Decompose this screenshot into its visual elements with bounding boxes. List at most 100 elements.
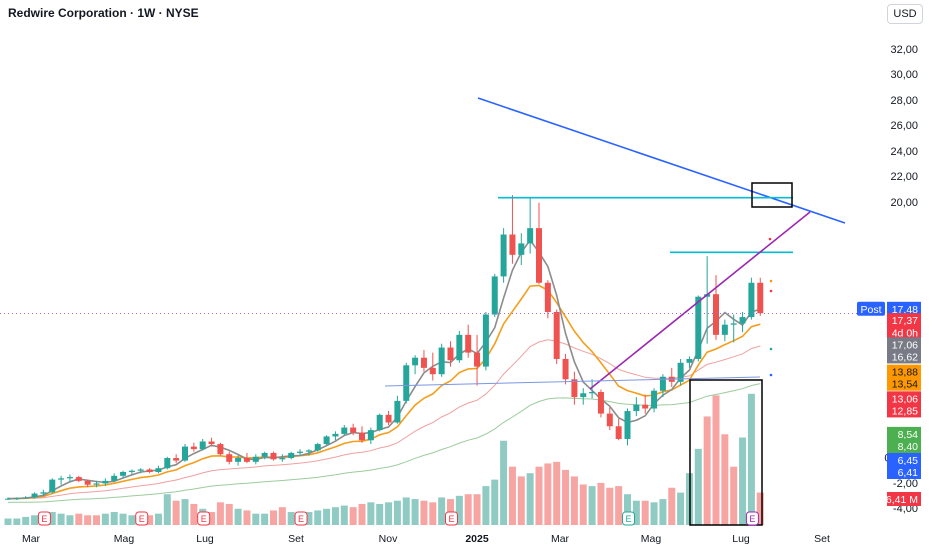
candle-body	[651, 390, 658, 409]
price-scale-label	[887, 349, 921, 364]
volume-bar	[517, 476, 525, 525]
candle-body	[182, 446, 188, 461]
candle-body	[571, 379, 578, 398]
price-scale-label	[887, 301, 921, 316]
price-tick-label: 20,00	[890, 197, 918, 209]
volume-bar	[420, 500, 428, 525]
volume-bar	[146, 515, 154, 525]
price-tick-label: 24,00	[890, 146, 918, 158]
volume-bar	[721, 434, 729, 525]
price-scale-label-text: 17,37	[892, 315, 918, 327]
volume-bar	[22, 516, 30, 525]
candle-body	[66, 477, 73, 479]
candle-body	[208, 441, 215, 445]
earnings-marker	[197, 511, 211, 526]
volume-bar	[119, 513, 127, 525]
candle-body	[536, 228, 542, 283]
volume-bar	[597, 482, 605, 525]
volume-bar	[358, 503, 366, 525]
candle-body	[261, 452, 268, 457]
volume-bar	[278, 507, 286, 525]
candle-body	[615, 426, 622, 439]
price-tick-label: 30,00	[890, 69, 918, 81]
candle-body	[730, 323, 737, 325]
candle-body	[748, 282, 755, 318]
price-scale-label	[887, 391, 921, 406]
candle-body	[13, 498, 20, 500]
volume-bar	[703, 416, 711, 525]
ma-end-dot	[769, 347, 773, 351]
candle-body	[235, 458, 242, 462]
candle-body	[305, 450, 312, 452]
candle-body	[544, 282, 551, 312]
volume-bar	[438, 497, 446, 525]
price-scale-label-text: 13,88	[892, 367, 918, 379]
candle-body	[270, 452, 277, 460]
ma-line-orange	[7, 284, 761, 500]
price-scale-label-text: 8,54	[898, 429, 919, 441]
candle-body	[84, 480, 91, 485]
volume-bar	[314, 510, 322, 525]
candle-body	[456, 334, 463, 361]
volume-bar	[261, 513, 269, 525]
price-scale-label	[887, 337, 921, 352]
earnings-marker-label: E	[625, 514, 631, 524]
candle-body	[367, 430, 374, 441]
earnings-marker	[294, 511, 308, 526]
candle-body	[40, 492, 47, 494]
currency-button[interactable]: USD	[887, 4, 923, 24]
earnings-marker-label: E	[749, 514, 755, 524]
earnings-marker	[135, 511, 149, 526]
volume-bar	[508, 466, 516, 525]
candle-body	[633, 404, 640, 412]
price-scale-label-text: 13,06	[892, 393, 918, 405]
earnings-marker	[37, 511, 51, 526]
candle-body	[226, 454, 233, 462]
price-tick-label: 26,00	[890, 120, 918, 132]
earnings-marker-label: E	[41, 514, 47, 524]
volume-bar	[650, 502, 658, 525]
volume-bar	[429, 502, 437, 525]
price-scale-label-text: 8,40	[898, 441, 919, 453]
candle-body	[173, 458, 180, 461]
price-scale-label	[887, 426, 921, 441]
candle-body	[199, 441, 206, 450]
volume-bar	[606, 487, 614, 525]
volume-bar	[93, 515, 100, 525]
candle-body	[5, 498, 11, 500]
price-scale-label	[887, 313, 921, 328]
volume-bar	[526, 473, 534, 525]
time-axis-label: Mar	[551, 533, 570, 545]
candle-body	[243, 458, 250, 462]
time-axis-label: Nov	[379, 533, 398, 545]
volume-bar	[4, 518, 12, 525]
volume-bar	[668, 487, 676, 525]
candle-body	[589, 391, 596, 394]
volume-bar	[632, 500, 640, 525]
candle-body	[420, 357, 427, 368]
candle-body	[695, 296, 702, 359]
volume-bar	[331, 507, 339, 525]
candle-body	[721, 324, 728, 335]
candle-body	[102, 480, 109, 484]
time-axis-label: Set	[288, 533, 304, 545]
volume-bar	[163, 494, 171, 525]
candle-body	[341, 427, 348, 434]
price-scale-label-text: 13,54	[892, 379, 918, 391]
price-scale-label-text: 6,41	[898, 467, 919, 479]
volume-bar	[48, 512, 56, 525]
candle-body	[527, 228, 534, 244]
volume-bar	[455, 495, 463, 525]
volume-bar	[172, 500, 180, 525]
price-scale-label-text: 12,85	[892, 405, 918, 417]
moving-averages	[7, 238, 761, 503]
support-line	[589, 211, 811, 390]
candle-body	[332, 433, 339, 437]
volume-bar	[659, 499, 667, 525]
volume-bar	[464, 494, 472, 525]
volume-bar	[181, 499, 189, 525]
volume-bar	[544, 463, 552, 525]
candle-body	[279, 458, 286, 460]
earnings-marker-label: E	[298, 514, 304, 524]
